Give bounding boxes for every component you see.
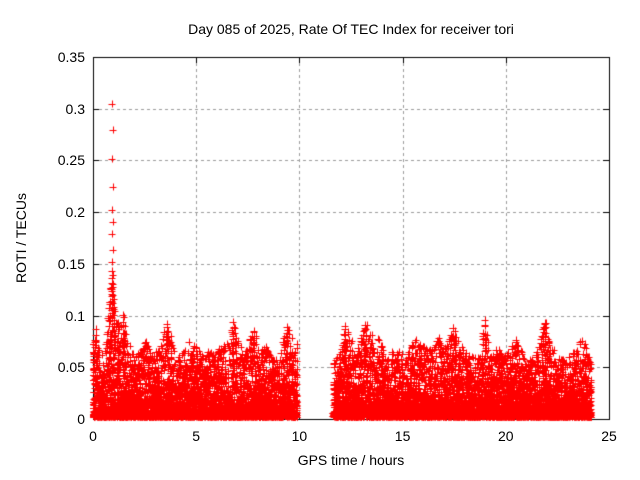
y-tick-label: 0.3 (65, 100, 85, 117)
x-tick-label: 5 (192, 428, 201, 444)
x-axis-label: GPS time / hours (297, 452, 405, 468)
y-tick-label: 0.15 (57, 255, 85, 272)
y-tick-label: 0.05 (57, 359, 85, 376)
x-tick-label: 0 (89, 428, 97, 444)
y-tick-label: 0.25 (57, 152, 85, 169)
y-tick-label: 0.1 (65, 307, 85, 324)
x-tick-label: 15 (394, 428, 411, 444)
y-tick-label: 0 (77, 411, 85, 427)
y-tick-label: 0.2 (65, 204, 85, 221)
chart-title: Day 085 of 2025, Rate Of TEC Index for r… (188, 21, 514, 37)
x-tick-label: 20 (498, 428, 514, 444)
y-tick-label: 0.35 (57, 49, 85, 65)
x-tick-label: 10 (291, 428, 308, 444)
x-tick-label: 25 (601, 428, 617, 444)
